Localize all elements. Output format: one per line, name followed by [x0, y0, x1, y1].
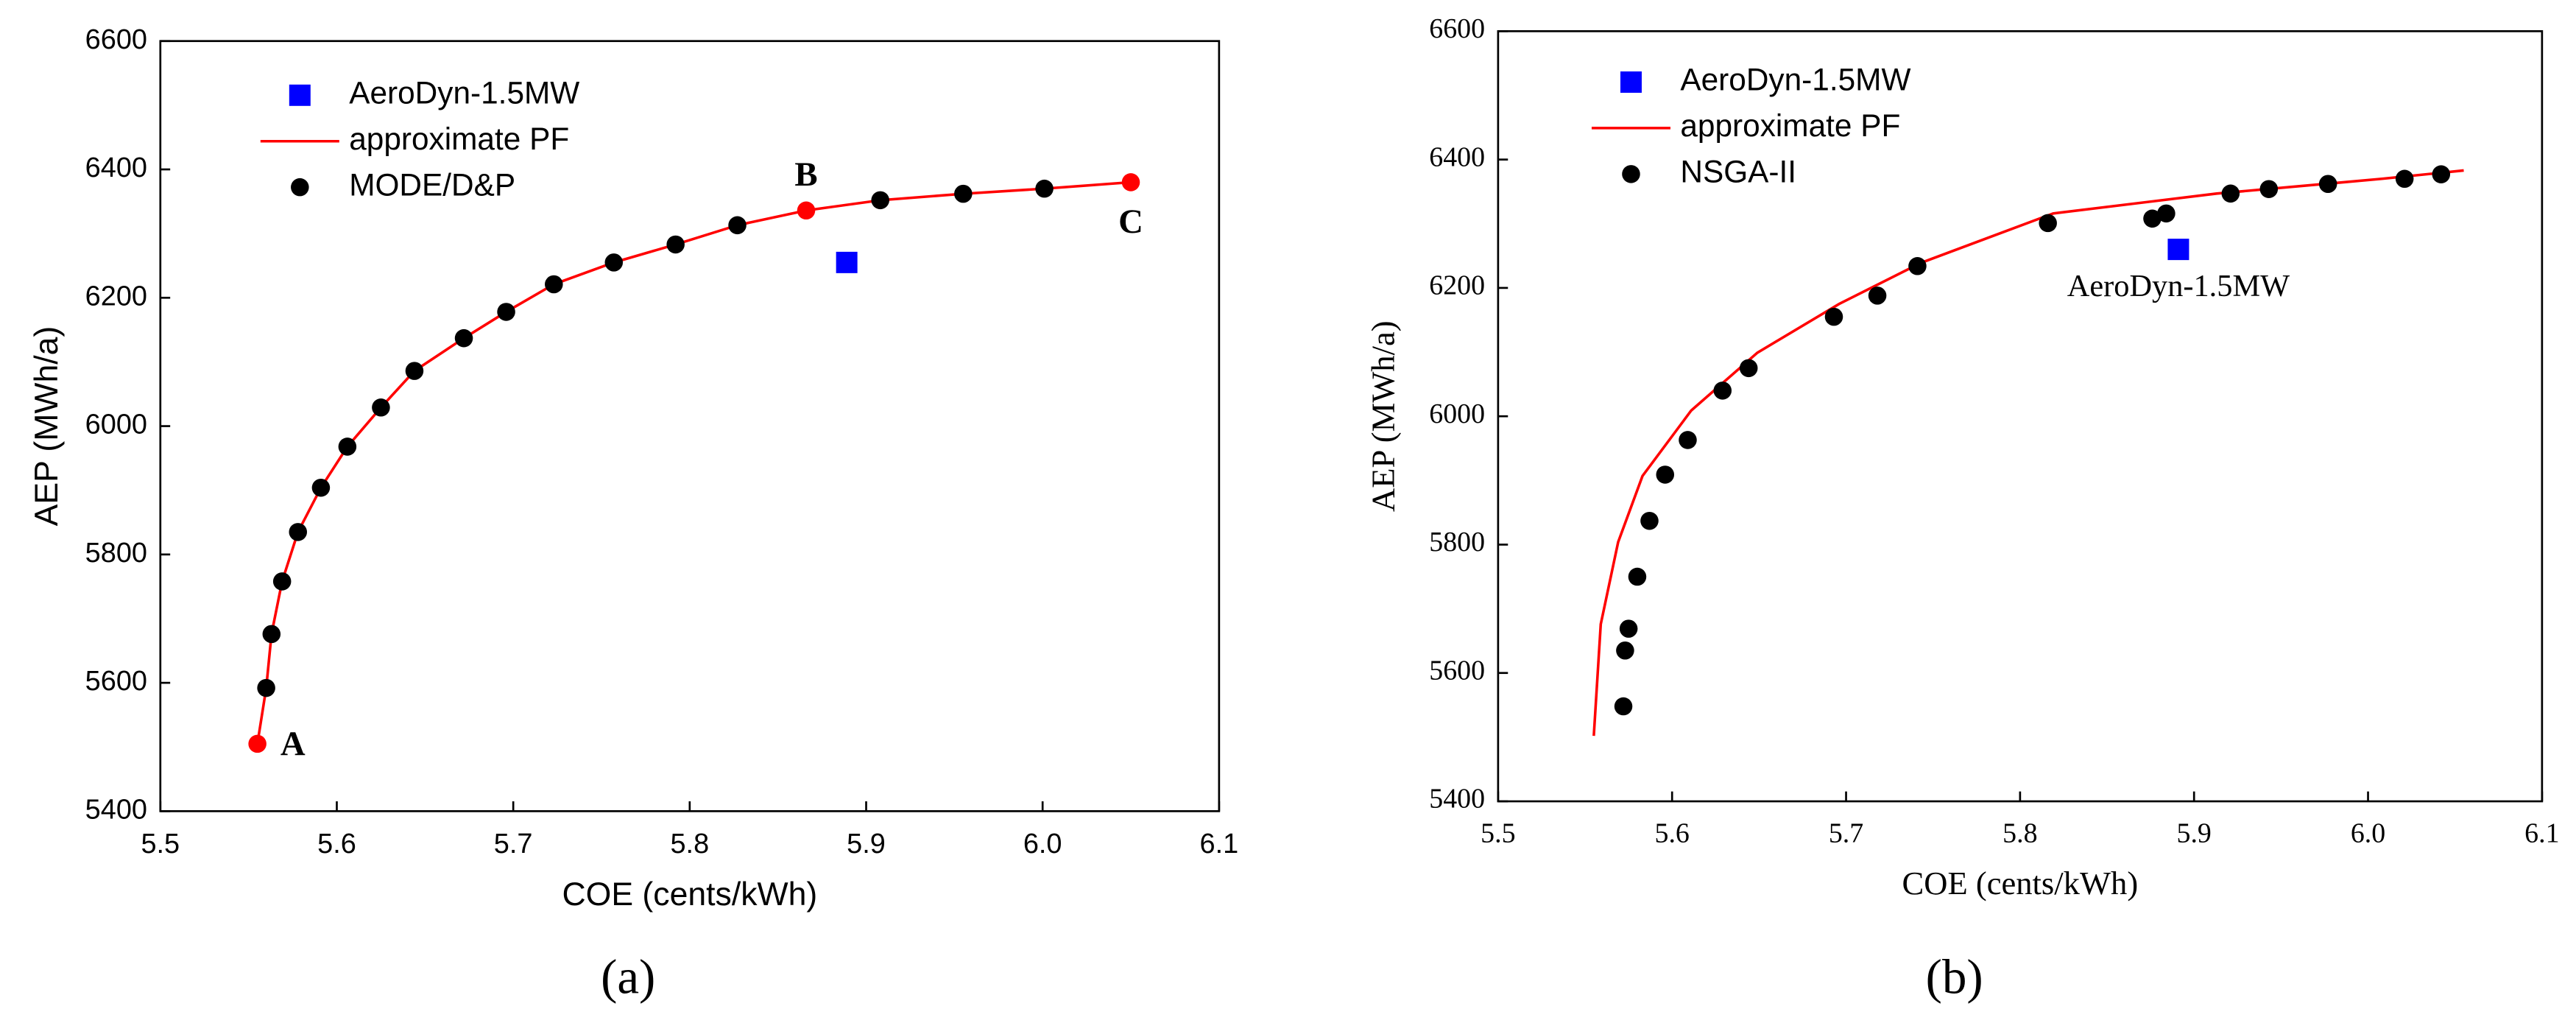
x-tick-label: 6.0: [2351, 818, 2385, 849]
point: [1616, 641, 1634, 660]
x-axis-label: COE (cents/kWh): [1902, 865, 2139, 901]
plot-frame: [1497, 30, 2544, 803]
point: [262, 625, 281, 644]
point: [272, 572, 292, 591]
x-tick-label: 5.8: [2002, 818, 2037, 849]
y-tick-label: 5800: [85, 538, 147, 569]
point: [338, 437, 357, 456]
point: [545, 275, 563, 294]
x-tick-label: 5.7: [494, 829, 533, 859]
point: [666, 235, 685, 254]
x-tick-label: 5.9: [847, 829, 886, 859]
annotation-point: [248, 734, 267, 753]
y-tick-label: 5400: [1429, 784, 1485, 815]
pf-line: [1592, 169, 2464, 737]
y-axis-label: AEP (MWh/a): [1365, 320, 1402, 512]
legend-swatch: [1620, 71, 1642, 93]
y-tick-label: 6400: [85, 152, 147, 183]
point: [1614, 697, 1633, 716]
y-tick-label: 5600: [1429, 655, 1485, 686]
chart: 5.5 5.6 5.7 5.8 5.9 6.0 6.1 5400 5600 5800 6000 620…: [29, 24, 1238, 1005]
x-tick-label: 5.5: [141, 829, 180, 859]
x-tick-label: 5.5: [1481, 818, 1515, 849]
point: [1640, 511, 1659, 530]
point: [1035, 179, 1054, 198]
x-tick-label: 6.0: [1023, 829, 1062, 859]
x-axis-label: COE (cents/kWh): [562, 876, 817, 913]
point: [1619, 619, 1638, 638]
point: [1824, 307, 1843, 326]
annotation-point: [1121, 173, 1140, 191]
point: [2318, 175, 2337, 194]
point: [372, 398, 390, 417]
point: [311, 478, 331, 497]
x-tick-label: 5.7: [1829, 818, 1863, 849]
legend-label: AeroDyn-1.5MW: [349, 76, 579, 110]
legend-label: NSGA-II: [1680, 155, 1796, 189]
point: [2395, 169, 2414, 189]
point: [1628, 567, 1647, 586]
pf-line: [255, 180, 1132, 745]
point: [2259, 180, 2279, 198]
point: [836, 251, 858, 273]
x-tick-label: 5.8: [670, 829, 709, 859]
panel-label: (b): [1926, 950, 1983, 1005]
point: [2432, 165, 2451, 183]
point: [257, 678, 275, 697]
legend-swatch: [291, 177, 309, 197]
annotation: C: [1118, 203, 1143, 241]
point: [497, 303, 515, 321]
y-tick-label: 6600: [1429, 13, 1485, 44]
annotation: B: [794, 155, 817, 194]
annotation-point: [797, 201, 816, 220]
annotation: A: [280, 725, 306, 763]
y-tick-label: 6600: [85, 24, 147, 55]
legend-label: MODE/D&P: [349, 167, 515, 202]
point: [2167, 239, 2189, 261]
point: [728, 216, 747, 235]
x-tick-label: 6.1: [2524, 818, 2559, 849]
y-tick-label: 6200: [1429, 270, 1485, 301]
point: [604, 253, 624, 272]
point: [405, 362, 424, 380]
chart: 5.5 5.6 5.7 5.8 5.9 6.0 6.1 5400 5600 5800 6000 620…: [1365, 13, 2560, 1005]
plot-frame: [159, 40, 1221, 812]
point: [1868, 286, 1887, 305]
point: [2039, 214, 2057, 233]
x-tick-label: 5.9: [2177, 818, 2212, 849]
point: [289, 523, 308, 541]
point: [1713, 382, 1732, 400]
x-tick-label: 6.1: [1200, 829, 1239, 859]
point: [871, 191, 889, 210]
x-tick-label: 5.6: [1655, 818, 1690, 849]
point: [2221, 184, 2240, 203]
y-tick-label: 6400: [1429, 141, 1485, 172]
panel-label: (a): [601, 950, 655, 1005]
point: [954, 184, 973, 203]
legend-label: approximate PF: [1680, 108, 1900, 143]
point: [2157, 204, 2176, 223]
y-tick-label: 5400: [85, 794, 147, 825]
point: [454, 328, 473, 348]
annotation: AeroDyn-1.5MW: [2067, 269, 2290, 303]
legend-label: AeroDyn-1.5MW: [1680, 63, 1910, 97]
point: [1739, 359, 1758, 378]
x-tick-label: 5.6: [317, 829, 356, 859]
point: [1908, 257, 1927, 275]
y-tick-label: 6200: [85, 281, 147, 312]
y-tick-label: 5800: [1429, 527, 1485, 558]
y-tick-label: 6000: [85, 409, 147, 440]
point: [2143, 209, 2162, 228]
y-tick-label: 5600: [85, 666, 147, 697]
legend-swatch: [1622, 165, 1640, 183]
legend-swatch: [289, 84, 311, 106]
point: [1656, 465, 1675, 484]
y-tick-label: 6000: [1429, 398, 1485, 429]
y-axis-label: AEP (MWh/a): [29, 326, 65, 527]
point: [1679, 431, 1697, 449]
legend-label: approximate PF: [349, 122, 569, 156]
